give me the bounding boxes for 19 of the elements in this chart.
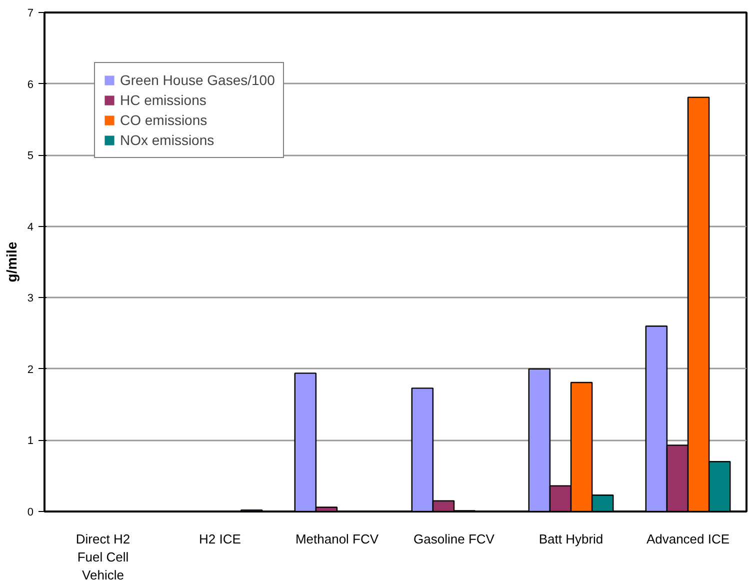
x-tick-label: Methanol FCV xyxy=(295,532,379,546)
x-tick-label: Batt Hybrid xyxy=(538,532,604,546)
legend-label: CO emissions xyxy=(120,111,208,129)
y-tick-label: 6 xyxy=(27,78,34,91)
y-tick-label: 1 xyxy=(27,435,34,448)
y-axis-title: g/mile xyxy=(3,242,20,282)
x-tick-label: Advanced ICE xyxy=(646,532,730,546)
legend-label: NOx emissions xyxy=(120,131,214,149)
y-tick-label: 3 xyxy=(27,292,34,305)
y-tick-label: 0 xyxy=(27,506,34,518)
y-tick-label: 7 xyxy=(27,8,34,20)
x-tick-label: H2 ICE xyxy=(199,532,242,546)
x-tick-label: Gasoline FCV xyxy=(414,532,495,546)
y-tick-label: 2 xyxy=(27,364,34,376)
x-tick-label: Direct H2 Fuel Cell Vehicle xyxy=(76,532,130,582)
y-tick-label: 4 xyxy=(27,221,34,234)
legend-label: Green House Gases/100 xyxy=(120,71,275,89)
legend-label: HC emissions xyxy=(120,91,206,109)
y-tick-label: 5 xyxy=(27,150,34,162)
